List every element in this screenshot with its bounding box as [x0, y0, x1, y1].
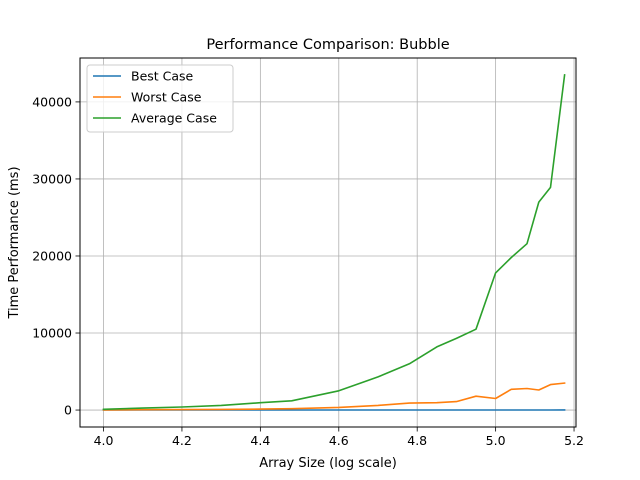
- series-lines: [102, 74, 566, 411]
- y-tick-label: 20000: [32, 248, 72, 263]
- legend: Best Case Worst Case Average Case: [86, 64, 234, 133]
- x-tick-label: 5.2: [564, 433, 584, 448]
- y-tick-label: 40000: [32, 94, 72, 109]
- x-axis-label: Array Size (log scale): [259, 456, 397, 471]
- y-tick-label: 30000: [32, 171, 72, 186]
- legend-box: [86, 64, 234, 133]
- series-line-worst-case: [102, 382, 566, 411]
- x-tick-label: 4.2: [172, 433, 192, 448]
- y-tick-label: 0: [64, 403, 72, 418]
- x-tick-label: 4.6: [329, 433, 349, 448]
- axis-ticks: 4.0 4.2 4.4 4.6 4.8 5.0 5.2 0 10000 20000 30000 400…: [32, 94, 584, 448]
- chart-title: Performance Comparison: Bubble: [206, 37, 449, 53]
- plot-area-frame: [79, 57, 577, 428]
- series-line-average-case: [102, 74, 566, 411]
- legend-label-worst-case: Worst Case: [131, 90, 202, 105]
- legend-label-average-case: Average Case: [131, 111, 217, 126]
- y-tick-label: 10000: [32, 326, 72, 341]
- y-axis-label: Time Performance (ms): [7, 166, 22, 319]
- x-tick-label: 4.8: [407, 433, 427, 448]
- x-tick-label: 4.4: [250, 433, 270, 448]
- x-tick-label: 5.0: [486, 433, 506, 448]
- x-tick-label: 4.0: [94, 433, 114, 448]
- legend-label-best-case: Best Case: [131, 69, 194, 84]
